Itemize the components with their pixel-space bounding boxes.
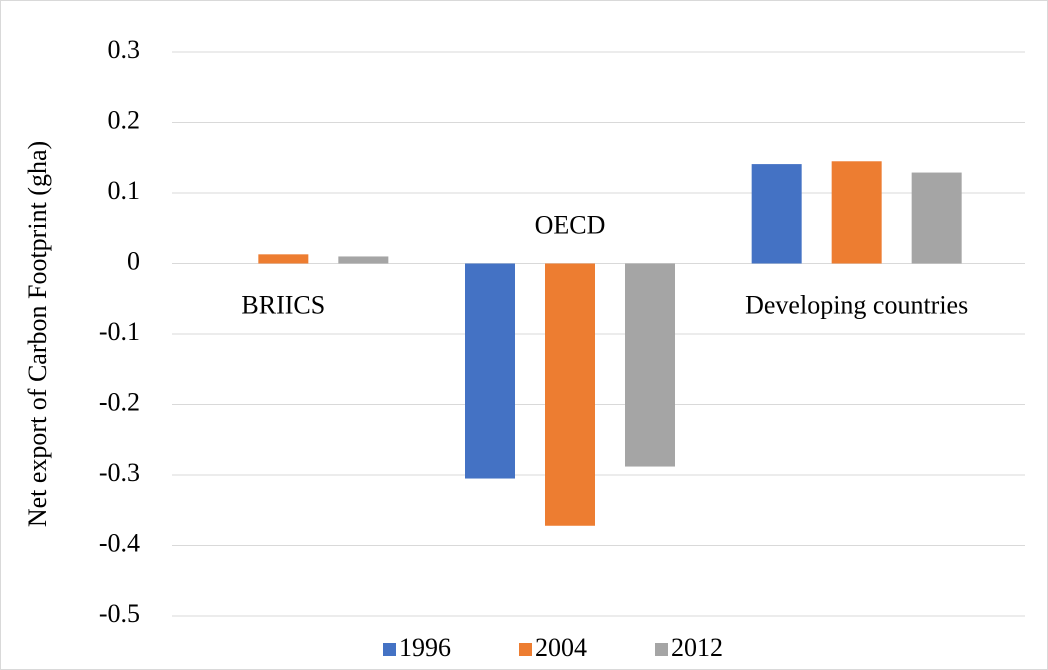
x-tick-label: BRIICS: [241, 290, 325, 319]
y-axis-label: Net export of Carbon Footprint (gha): [23, 141, 52, 527]
y-tick-label: 0.3: [108, 35, 141, 64]
legend-swatch: [519, 643, 532, 656]
y-tick-label: 0: [127, 246, 140, 275]
bar: [911, 172, 962, 264]
y-tick-label: 0.1: [108, 176, 141, 205]
y-tick-label: -0.2: [99, 387, 140, 416]
legend-swatch: [383, 643, 396, 656]
bar: [831, 161, 882, 264]
y-tick-label: -0.5: [99, 599, 140, 628]
legend-label: 2012: [671, 633, 723, 662]
bar: [465, 263, 515, 479]
y-tick-label: -0.3: [99, 458, 140, 487]
y-tick-label: -0.4: [99, 528, 140, 557]
legend-label: 1996: [399, 633, 451, 662]
bar: [751, 164, 802, 264]
legend-label: 2004: [535, 633, 587, 662]
bar: [625, 263, 675, 467]
x-tick-label: Developing countries: [745, 290, 968, 319]
y-tick-label: -0.1: [99, 317, 140, 346]
legend-swatch: [655, 643, 668, 656]
y-tick-label: 0.2: [108, 105, 141, 134]
bar: [338, 256, 389, 264]
x-tick-label: OECD: [535, 210, 606, 239]
bar: [258, 254, 309, 264]
bar: [545, 263, 595, 526]
